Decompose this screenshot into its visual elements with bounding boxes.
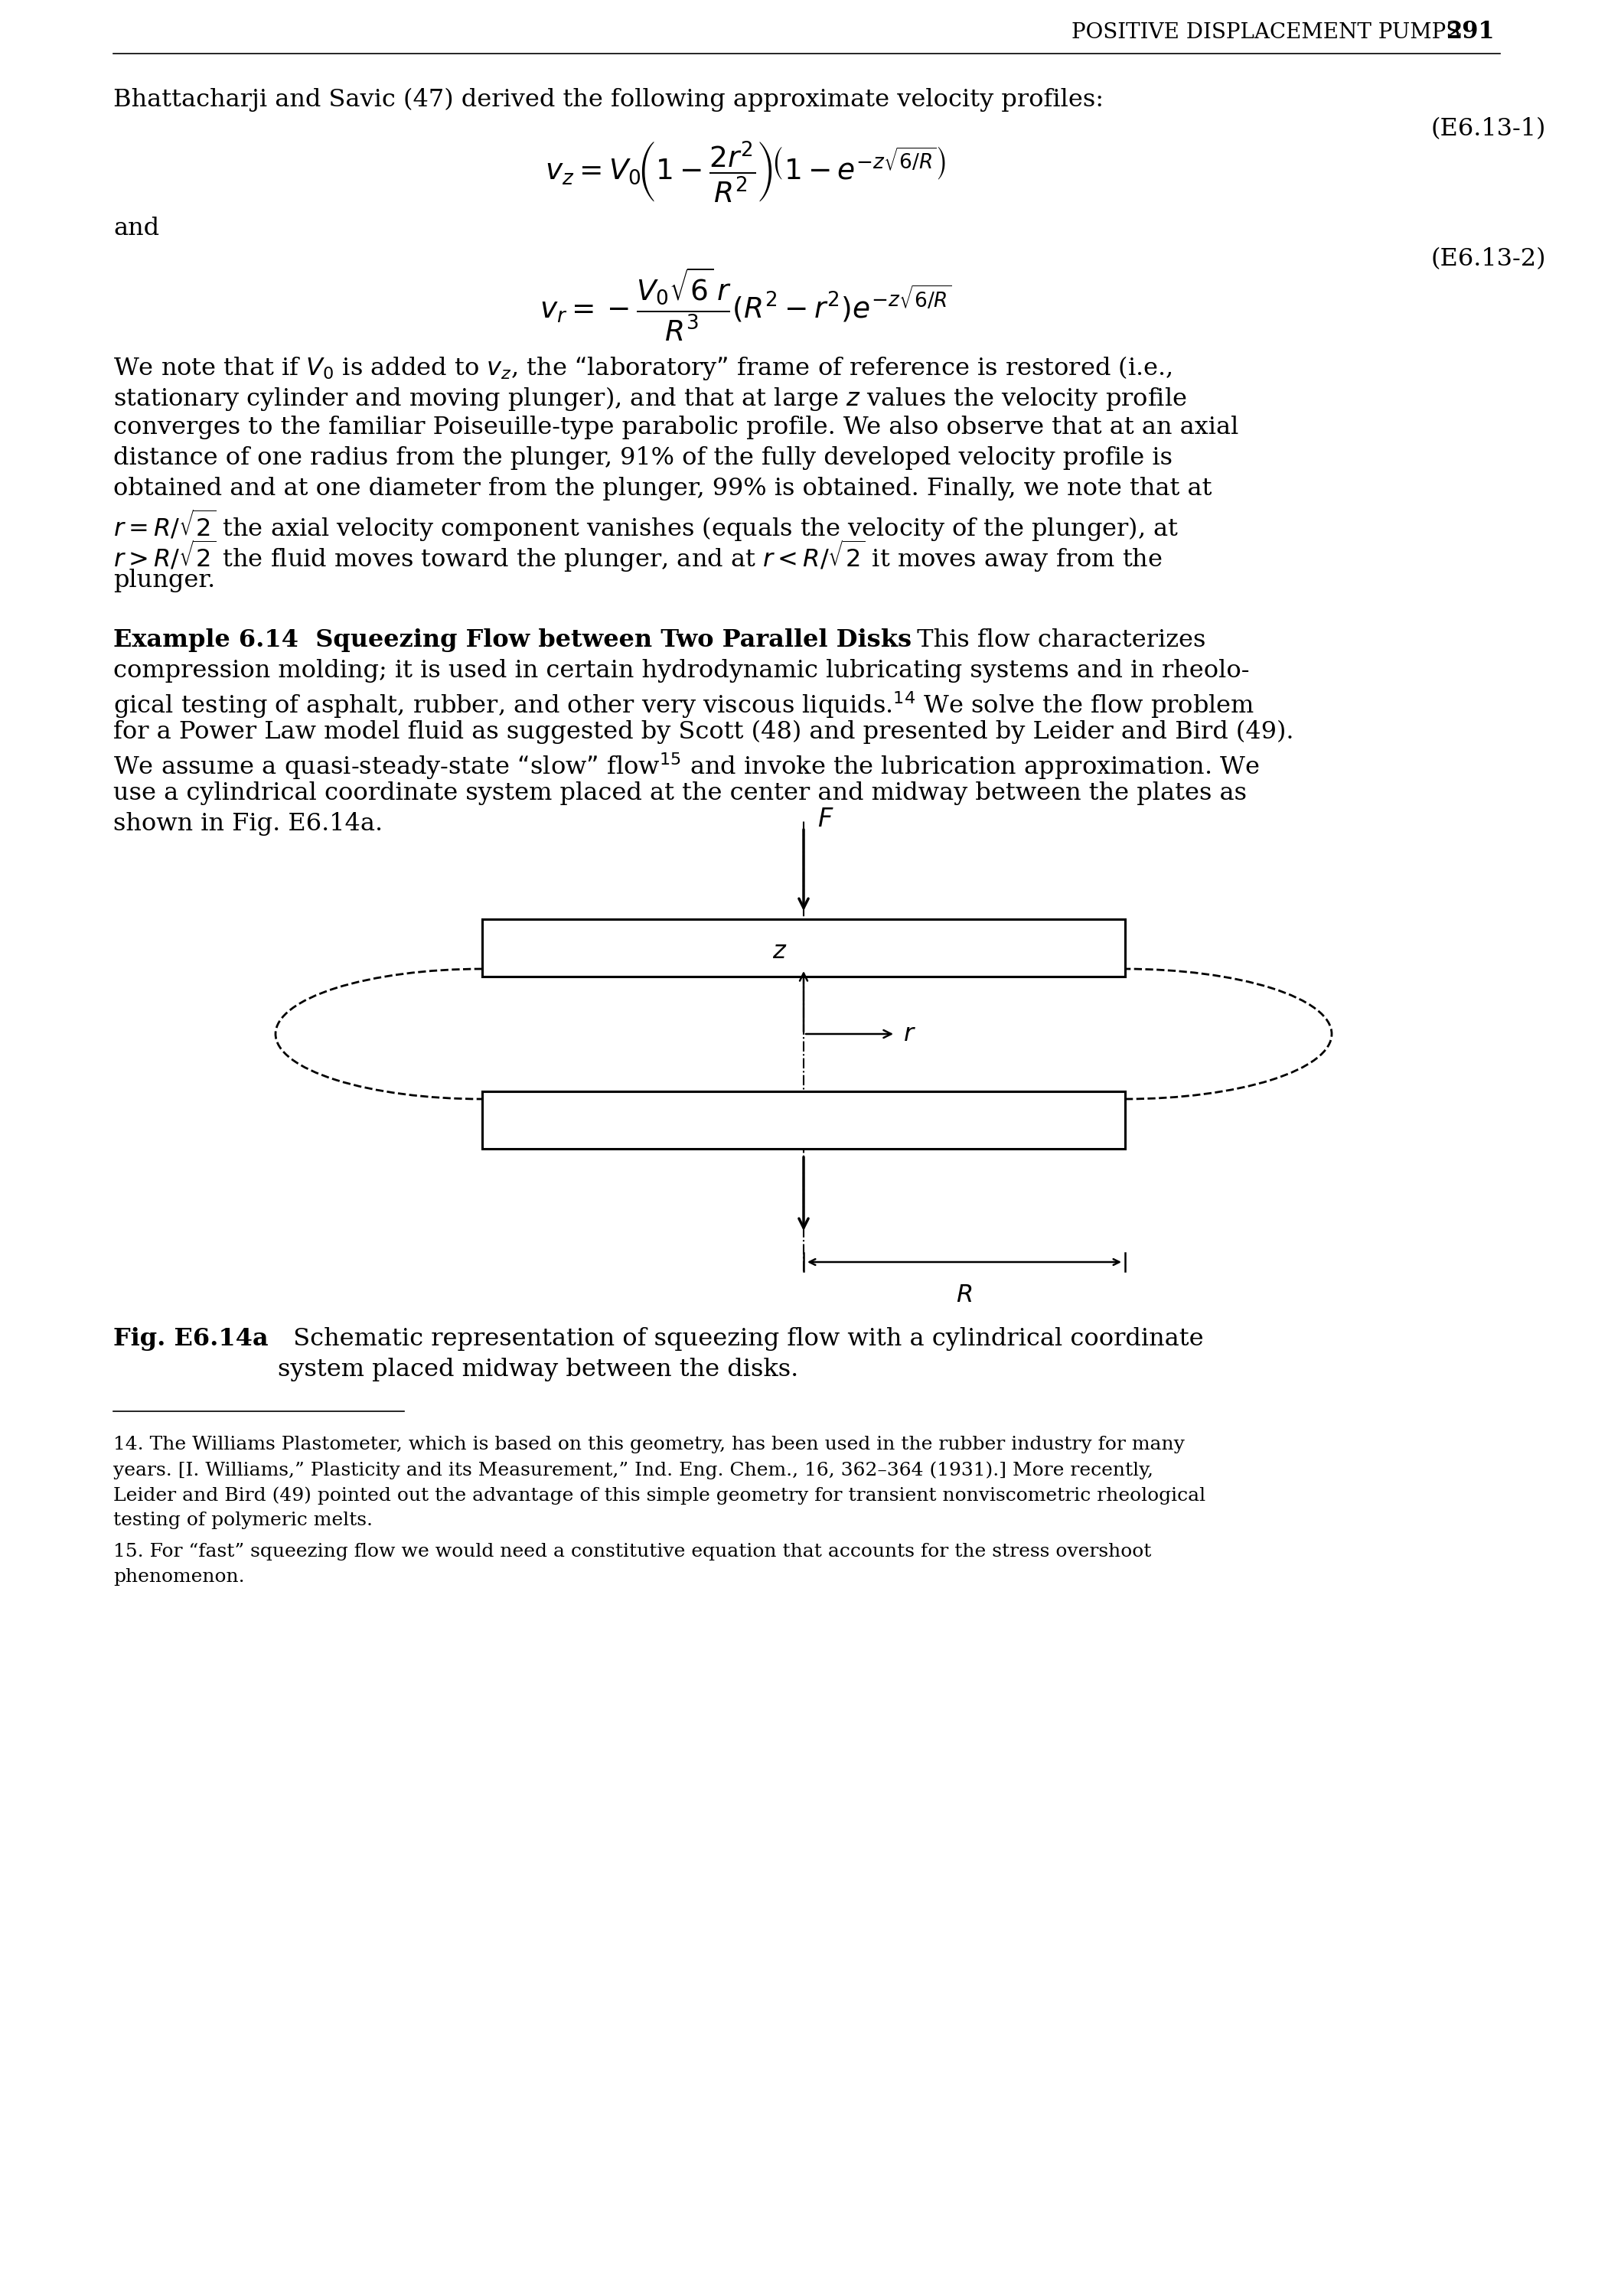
- Text: gical testing of asphalt, rubber, and other very viscous liquids.$^{14}$ We solv: gical testing of asphalt, rubber, and ot…: [113, 689, 1254, 721]
- Text: plunger.: plunger.: [113, 569, 215, 592]
- Text: $v_z = V_0\!\left(1 - \dfrac{2r^2}{R^2}\right)\!\left(1 - e^{-z\sqrt{6/R}}\right: $v_z = V_0\!\left(1 - \dfrac{2r^2}{R^2}\…: [545, 140, 946, 204]
- Text: 291: 291: [1447, 21, 1495, 44]
- Text: $F$: $F$: [817, 808, 835, 831]
- Text: This flow characterizes: This flow characterizes: [902, 629, 1206, 652]
- Bar: [482, 918, 1126, 976]
- Text: testing of polymeric melts.: testing of polymeric melts.: [113, 1511, 373, 1529]
- Text: $r$: $r$: [904, 1022, 917, 1047]
- Text: for a Power Law model fluid as suggested by Scott (48) and presented by Leider a: for a Power Law model fluid as suggested…: [113, 721, 1294, 744]
- Text: obtained and at one diameter from the plunger, 99% is obtained. Finally, we note: obtained and at one diameter from the pl…: [113, 478, 1212, 501]
- Text: stationary cylinder and moving plunger), and that at large $z$ values the veloci: stationary cylinder and moving plunger),…: [113, 386, 1187, 413]
- Text: $z$: $z$: [772, 939, 786, 964]
- Text: years. [I. Williams,” Plasticity and its Measurement,” Ind. Eng. Chem., 16, 362–: years. [I. Williams,” Plasticity and its…: [113, 1460, 1153, 1479]
- Text: We assume a quasi-steady-state “slow” flow$^{15}$ and invoke the lubrication app: We assume a quasi-steady-state “slow” fl…: [113, 751, 1259, 781]
- Text: POSITIVE DISPLACEMENT PUMPS: POSITIVE DISPLACEMENT PUMPS: [1071, 23, 1460, 44]
- Text: Example 6.14  Squeezing Flow between Two Parallel Disks: Example 6.14 Squeezing Flow between Two …: [113, 629, 912, 652]
- Text: use a cylindrical coordinate system placed at the center and midway between the : use a cylindrical coordinate system plac…: [113, 781, 1246, 806]
- Text: and: and: [113, 216, 159, 241]
- Text: $v_r = -\dfrac{V_0\sqrt{6}\,r}{R^3}(R^2 - r^2)e^{-z\sqrt{6/R}}$: $v_r = -\dfrac{V_0\sqrt{6}\,r}{R^3}(R^2 …: [540, 266, 952, 342]
- Text: system placed midway between the disks.: system placed midway between the disks.: [278, 1357, 799, 1382]
- Bar: [482, 1091, 1126, 1148]
- Text: compression molding; it is used in certain hydrodynamic lubricating systems and : compression molding; it is used in certa…: [113, 659, 1249, 682]
- Text: $r = R/\sqrt{2}$ the axial velocity component vanishes (equals the velocity of t: $r = R/\sqrt{2}$ the axial velocity comp…: [113, 507, 1179, 544]
- Text: phenomenon.: phenomenon.: [113, 1568, 244, 1587]
- Text: We note that if $V_0$ is added to $v_z$, the “laboratory” frame of reference is : We note that if $V_0$ is added to $v_z$,…: [113, 354, 1172, 381]
- Text: converges to the familiar Poiseuille-type parabolic profile. We also observe tha: converges to the familiar Poiseuille-typ…: [113, 416, 1238, 439]
- Text: 15. For “fast” squeezing flow we would need a constitutive equation that account: 15. For “fast” squeezing flow we would n…: [113, 1543, 1151, 1561]
- Text: Fig. E6.14a: Fig. E6.14a: [113, 1327, 269, 1350]
- Text: (E6.13-1): (E6.13-1): [1431, 117, 1547, 140]
- Text: Bhattacharji and Savic (47) derived the following approximate velocity profiles:: Bhattacharji and Savic (47) derived the …: [113, 87, 1103, 113]
- Text: distance of one radius from the plunger, 91% of the fully developed velocity pro: distance of one radius from the plunger,…: [113, 445, 1172, 471]
- Text: Leider and Bird (49) pointed out the advantage of this simple geometry for trans: Leider and Bird (49) pointed out the adv…: [113, 1486, 1206, 1504]
- Text: shown in Fig. E6.14a.: shown in Fig. E6.14a.: [113, 813, 383, 836]
- Text: $R$: $R$: [957, 1283, 973, 1306]
- Text: 14. The Williams Plastometer, which is based on this geometry, has been used in : 14. The Williams Plastometer, which is b…: [113, 1435, 1185, 1453]
- Text: $r > R/\sqrt{2}$ the fluid moves toward the plunger, and at $r < R/\sqrt{2}$ it : $r > R/\sqrt{2}$ the fluid moves toward …: [113, 537, 1163, 574]
- Text: Schematic representation of squeezing flow with a cylindrical coordinate: Schematic representation of squeezing fl…: [278, 1327, 1204, 1350]
- Text: (E6.13-2): (E6.13-2): [1431, 248, 1547, 271]
